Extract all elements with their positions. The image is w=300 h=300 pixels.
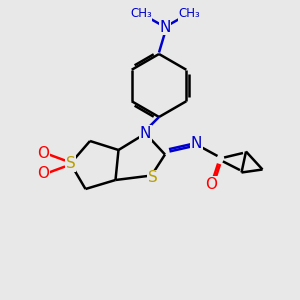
Text: O: O (38, 167, 50, 182)
Text: CH₃: CH₃ (130, 7, 152, 20)
Text: N: N (159, 20, 171, 34)
Text: N: N (140, 126, 151, 141)
Text: N: N (191, 136, 202, 152)
Text: O: O (38, 146, 50, 160)
Text: S: S (66, 156, 75, 171)
Text: O: O (206, 177, 218, 192)
Text: CH₃: CH₃ (178, 7, 200, 20)
Text: S: S (148, 170, 158, 185)
